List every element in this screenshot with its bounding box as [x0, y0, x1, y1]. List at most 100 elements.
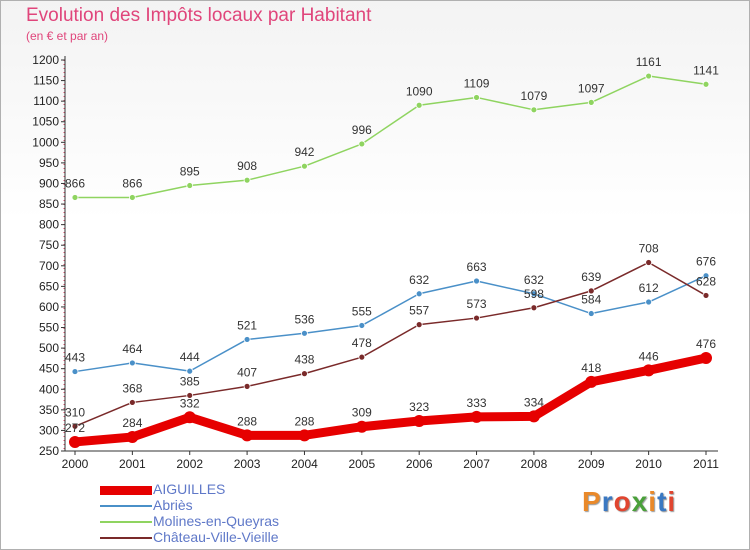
brand-letter: i — [667, 486, 677, 517]
data-point-aiguilles — [126, 431, 139, 444]
data-point-ch-teau-ville-vieille — [186, 392, 194, 399]
y-tick-label: 250 — [39, 444, 59, 458]
data-point-molines-en-queyras — [645, 72, 653, 80]
data-label-aiguilles: 288 — [294, 414, 314, 428]
data-point-abri-s — [243, 336, 251, 343]
brand-logo: Proxiti — [582, 486, 676, 518]
data-point-abri-s — [128, 359, 136, 367]
y-tick-label: 1150 — [33, 74, 59, 88]
legend-swatch-abries — [100, 505, 152, 507]
x-tick-label: 2003 — [234, 457, 261, 471]
data-point-abri-s — [645, 298, 653, 306]
y-tick-label: 550 — [39, 321, 59, 335]
data-point-abri-s — [186, 367, 194, 375]
data-point-molines-en-queyras — [415, 101, 423, 109]
legend-item-molines: Molines-en-Queyras — [100, 513, 430, 530]
data-label-abri-s: 521 — [237, 318, 257, 332]
data-label-ch-teau-ville-vieille: 438 — [294, 353, 314, 367]
data-label-ch-teau-ville-vieille: 557 — [409, 304, 429, 318]
data-point-ch-teau-ville-vieille — [243, 382, 251, 390]
legend-label-molines: Molines-en-Queyras — [153, 513, 280, 529]
data-point-molines-en-queyras — [243, 176, 251, 184]
data-label-molines-en-queyras: 1109 — [464, 76, 490, 90]
data-label-abri-s: 536 — [294, 312, 314, 326]
data-label-abri-s: 443 — [65, 351, 85, 365]
legend-swatch-molines — [100, 521, 152, 523]
data-label-molines-en-queyras: 1141 — [693, 63, 719, 77]
data-point-molines-en-queyras — [128, 194, 136, 201]
data-label-molines-en-queyras: 942 — [294, 145, 314, 159]
data-label-molines-en-queyras: 866 — [122, 176, 142, 190]
data-point-aiguilles — [355, 420, 368, 433]
x-tick-label: 2009 — [578, 457, 605, 471]
data-label-molines-en-queyras: 895 — [180, 165, 200, 179]
data-label-aiguilles: 309 — [352, 406, 372, 420]
brand-letter: r — [601, 486, 614, 517]
x-tick-label: 2007 — [463, 457, 490, 471]
y-tick-label: 700 — [39, 259, 59, 273]
data-point-molines-en-queyras — [358, 140, 366, 148]
data-label-aiguilles: 333 — [467, 396, 487, 410]
brand-letter: t — [657, 486, 668, 517]
y-tick-label: 850 — [39, 197, 59, 211]
data-label-abri-s: 464 — [122, 342, 142, 356]
data-label-ch-teau-ville-vieille: 598 — [524, 287, 544, 301]
data-label-ch-teau-ville-vieille: 639 — [581, 270, 601, 284]
data-label-abri-s: 444 — [180, 350, 200, 364]
data-label-molines-en-queyras: 908 — [237, 159, 257, 173]
data-label-aiguilles: 323 — [409, 400, 429, 414]
data-label-abri-s: 663 — [467, 260, 487, 274]
y-tick-label: 750 — [39, 238, 59, 252]
x-tick-label: 2008 — [521, 457, 548, 471]
series-line-molines-en-queyras — [74, 75, 707, 199]
data-point-molines-en-queyras — [702, 80, 710, 88]
series-line-ch-teau-ville-vieille — [74, 261, 707, 428]
chart-title: Evolution des Impôts locaux par Habitant — [26, 5, 372, 26]
y-tick-label: 1050 — [32, 115, 59, 129]
data-point-ch-teau-ville-vieille — [645, 259, 653, 266]
series-line-abri-s — [74, 274, 707, 373]
data-label-aiguilles: 446 — [639, 349, 659, 363]
y-tick-label: 650 — [39, 279, 59, 293]
data-label-molines-en-queyras: 1097 — [578, 81, 605, 95]
data-point-abri-s — [358, 322, 366, 329]
data-point-ch-teau-ville-vieille — [587, 287, 595, 295]
data-point-abri-s — [301, 329, 308, 337]
x-tick-label: 2004 — [291, 457, 318, 471]
data-label-aiguilles: 334 — [524, 395, 544, 409]
data-point-ch-teau-ville-vieille — [128, 399, 136, 406]
data-point-abri-s — [473, 277, 480, 285]
data-label-ch-teau-ville-vieille: 407 — [237, 365, 257, 379]
data-label-abri-s: 632 — [524, 273, 544, 287]
data-label-abri-s: 555 — [352, 304, 372, 318]
y-tick-label: 350 — [39, 403, 59, 417]
data-point-aiguilles — [241, 429, 254, 442]
chart-subtitle: (en € et par an) — [26, 29, 109, 43]
data-point-ch-teau-ville-vieille — [702, 292, 710, 299]
legend-swatch-aiguilles — [100, 486, 152, 495]
data-point-aiguilles — [700, 351, 712, 364]
data-label-molines-en-queyras: 1090 — [406, 84, 433, 98]
data-label-ch-teau-ville-vieille: 708 — [639, 241, 659, 255]
data-label-ch-teau-ville-vieille: 573 — [467, 297, 487, 311]
y-tick-label: 800 — [39, 218, 59, 232]
legend: AIGUILLES Abriès Molines-en-Queyras Chât… — [100, 481, 430, 546]
data-label-abri-s: 612 — [639, 281, 659, 295]
brand-letter: i — [648, 486, 658, 517]
data-label-abri-s: 584 — [581, 293, 601, 307]
data-point-ch-teau-ville-vieille — [530, 304, 538, 312]
data-label-aiguilles: 476 — [696, 337, 716, 351]
data-point-ch-teau-ville-vieille — [301, 370, 308, 378]
data-point-ch-teau-ville-vieille — [415, 321, 423, 329]
data-point-aiguilles — [585, 375, 598, 388]
y-tick-label: 1000 — [32, 135, 59, 149]
data-point-abri-s — [702, 272, 710, 280]
data-point-molines-en-queyras — [301, 162, 308, 170]
legend-swatch-chateau — [100, 537, 152, 539]
legend-item-aiguilles: AIGUILLES — [100, 481, 430, 498]
data-point-aiguilles — [69, 435, 81, 448]
series-line-aiguilles — [70, 353, 711, 447]
brand-letter: x — [631, 486, 649, 517]
data-label-molines-en-queyras: 996 — [352, 123, 372, 137]
data-point-abri-s — [587, 310, 595, 317]
